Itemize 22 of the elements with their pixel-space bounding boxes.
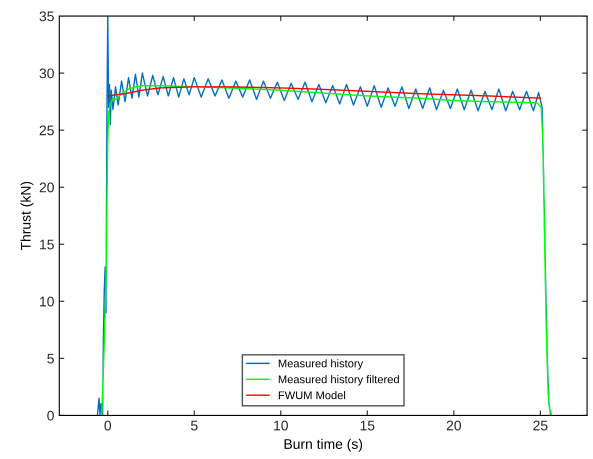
line-series bbox=[101, 84, 552, 416]
legend-label: FWUM Model bbox=[278, 391, 346, 400]
y-tick-label: 0 bbox=[47, 410, 54, 421]
y-tick-label: 25 bbox=[40, 125, 54, 136]
x-tick-label: 0 bbox=[104, 420, 112, 430]
x-tick-label: 5 bbox=[190, 420, 198, 430]
legend-label: Measured history bbox=[278, 359, 364, 370]
y-tick-label: 30 bbox=[40, 68, 54, 78]
line-series bbox=[96, 16, 552, 416]
y-tick-label: 20 bbox=[40, 182, 54, 192]
legend-label: Measured history filtered bbox=[278, 375, 399, 386]
y-tick-label: 15 bbox=[40, 240, 54, 250]
y-tick-label: 10 bbox=[40, 296, 54, 306]
y-axis-title: Thrust (kN) bbox=[20, 182, 34, 250]
y-tick-label: 5 bbox=[47, 354, 54, 364]
x-tick-label: 10 bbox=[274, 420, 288, 430]
x-axis-title: Burn time (s) bbox=[284, 438, 362, 452]
x-tick-label: 15 bbox=[360, 420, 374, 430]
line-series bbox=[107, 86, 542, 99]
x-tick-label: 20 bbox=[446, 420, 462, 430]
x-tick-label: 25 bbox=[533, 420, 548, 430]
y-tick-label: 35 bbox=[40, 11, 54, 22]
